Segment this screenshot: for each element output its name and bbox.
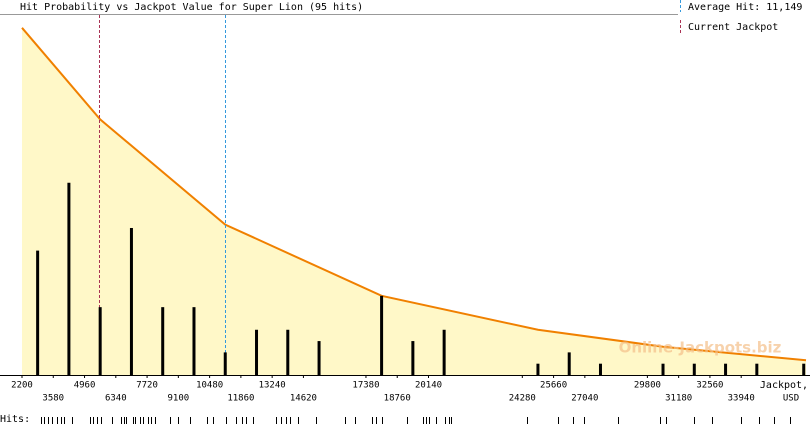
hits-label: Hits: — [0, 414, 30, 425]
bar — [98, 307, 102, 375]
x-axis-label: Jackpot, — [760, 380, 808, 391]
bar — [317, 341, 321, 375]
legend-bg — [678, 0, 810, 36]
x-tick-label: 32560 — [696, 381, 723, 391]
bar — [411, 341, 415, 375]
bar — [380, 295, 384, 375]
x-tick-label: 10480 — [196, 381, 223, 391]
bar — [36, 250, 40, 375]
chart-title: Hit Probability vs Jackpot Value for Sup… — [20, 2, 363, 13]
x-tick-label: 14620 — [290, 394, 317, 404]
x-tick-label: 7720 — [136, 381, 158, 391]
x-tick-label: 3580 — [42, 394, 64, 404]
bar — [536, 363, 540, 375]
x-tick-label: 2200 — [11, 381, 33, 391]
legend-label: Current Jackpot — [688, 22, 778, 33]
bar — [755, 363, 759, 375]
bar — [692, 363, 696, 375]
x-tick-label: 11860 — [227, 394, 254, 404]
bar — [129, 227, 133, 375]
x-tick-label: 4960 — [74, 381, 96, 391]
bar — [67, 182, 71, 375]
x-axis-label: USD — [783, 394, 799, 404]
x-tick-label: 31180 — [665, 394, 692, 404]
bar — [567, 352, 571, 375]
curve-area — [22, 27, 806, 375]
bar — [192, 307, 196, 375]
x-tick-label: 25660 — [540, 381, 567, 391]
x-tick-label: 6340 — [105, 394, 127, 404]
bar — [598, 363, 602, 375]
bar — [255, 329, 259, 375]
bar — [161, 307, 165, 375]
x-tick-label: 24280 — [509, 394, 536, 404]
bar — [442, 329, 446, 375]
x-tick-label: 18760 — [384, 394, 411, 404]
x-tick-label: 27040 — [571, 394, 598, 404]
x-tick-label: 33940 — [728, 394, 755, 404]
bar — [286, 329, 290, 375]
x-tick-label: 9100 — [168, 394, 190, 404]
legend-label: Average Hit: 11,149 — [688, 2, 802, 13]
watermark: Online-Jackpots.biz — [619, 339, 782, 357]
x-tick-label: 29800 — [634, 381, 661, 391]
curve-line — [21, 27, 807, 362]
bar — [724, 363, 728, 375]
x-tick-label: 17380 — [352, 381, 379, 391]
bar — [661, 363, 665, 375]
x-tick-label: 20140 — [415, 381, 442, 391]
x-tick-label: 13240 — [259, 381, 286, 391]
bar — [223, 352, 227, 375]
bar — [802, 363, 806, 375]
